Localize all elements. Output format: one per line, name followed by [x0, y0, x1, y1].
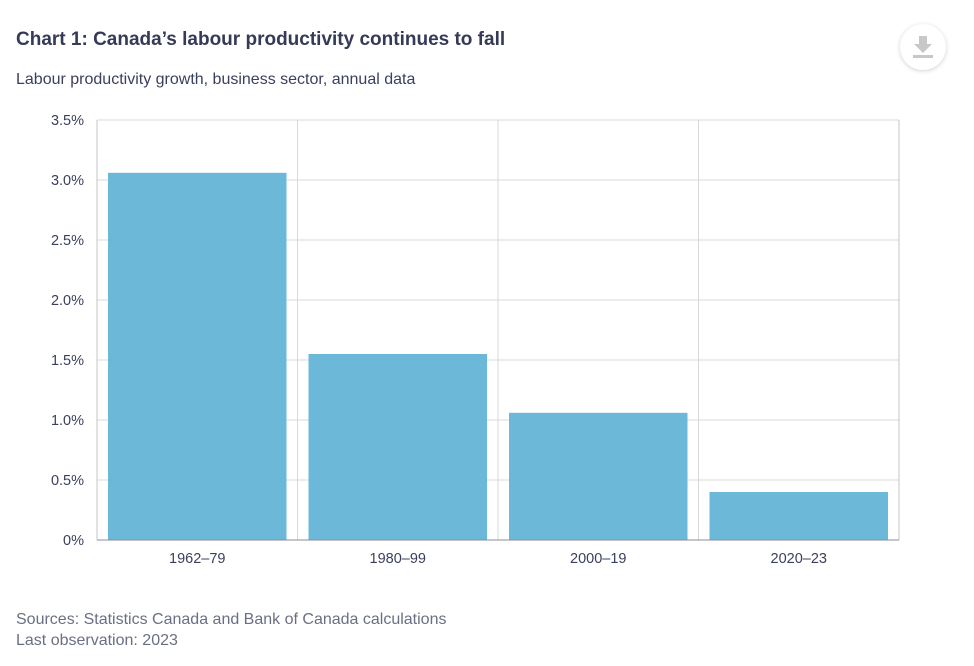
bars-layer: [108, 172, 888, 541]
bar-chart: 0% 0.5% 1.0% 1.5% 2.0% 2.5% 3.0% 3.5% 1962–79 198…: [51, 113, 900, 567]
bar: [108, 172, 287, 541]
y-tick-label: 2.0%: [51, 293, 84, 309]
x-tick-label: 2000–19: [570, 551, 626, 567]
bar: [308, 354, 487, 540]
download-button[interactable]: [900, 24, 946, 70]
sources-note: Sources: Statistics Canada and Bank of C…: [16, 611, 447, 628]
y-tick-label: 1.0%: [51, 413, 84, 429]
y-tick-label: 3.5%: [51, 113, 84, 129]
last-observation-note: Last observation: 2023: [16, 632, 178, 649]
chart-subtitle: Labour productivity growth, business sec…: [16, 71, 416, 88]
y-tick-label: 1.5%: [51, 353, 84, 369]
bar: [709, 492, 888, 540]
bar: [509, 412, 688, 540]
x-tick-label: 2020–23: [771, 551, 827, 567]
x-tick-label: 1962–79: [169, 551, 225, 567]
x-tick-label: 1980–99: [370, 551, 426, 567]
download-icon: [913, 36, 933, 58]
y-tick-label: 0%: [63, 533, 84, 549]
y-tick-label: 0.5%: [51, 473, 84, 489]
chart-title: Chart 1: Canada’s labour productivity co…: [16, 29, 506, 50]
axis-layer: 0% 0.5% 1.0% 1.5% 2.0% 2.5% 3.0% 3.5% 1962–79 198…: [51, 113, 899, 567]
y-tick-label: 2.5%: [51, 233, 84, 249]
y-tick-label: 3.0%: [51, 173, 84, 189]
